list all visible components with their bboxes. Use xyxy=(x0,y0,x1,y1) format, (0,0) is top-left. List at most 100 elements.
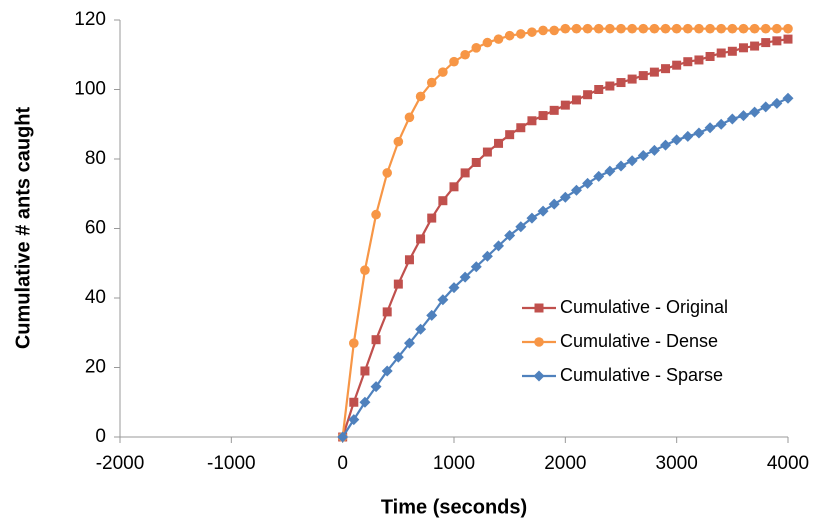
marker xyxy=(783,23,793,34)
marker xyxy=(571,23,582,34)
x-tick-label: -2000 xyxy=(96,453,145,474)
marker xyxy=(593,23,604,34)
marker xyxy=(615,160,627,172)
marker xyxy=(705,23,715,34)
marker xyxy=(449,56,459,67)
marker xyxy=(516,29,526,39)
series-line xyxy=(341,97,789,438)
marker xyxy=(471,157,481,167)
x-tick-label: 3000 xyxy=(656,453,698,474)
marker xyxy=(771,97,783,109)
marker xyxy=(534,337,544,347)
marker xyxy=(694,55,704,65)
marker xyxy=(504,30,515,41)
x-tick-label: 0 xyxy=(337,453,348,474)
marker xyxy=(593,170,605,182)
marker xyxy=(672,60,682,70)
x-axis-title: Time (seconds) xyxy=(381,496,527,518)
marker xyxy=(526,212,538,224)
marker xyxy=(716,23,726,34)
marker xyxy=(772,23,782,34)
marker xyxy=(460,49,470,60)
marker xyxy=(427,213,437,223)
marker xyxy=(760,23,771,34)
marker xyxy=(392,351,404,363)
marker xyxy=(694,23,704,34)
marker xyxy=(438,196,448,206)
y-tick-label: 100 xyxy=(74,79,106,100)
marker xyxy=(527,116,537,126)
marker xyxy=(727,23,738,34)
marker xyxy=(538,25,548,36)
y-tick-label: 60 xyxy=(85,218,106,239)
marker xyxy=(682,130,694,142)
marker xyxy=(693,127,705,139)
marker xyxy=(583,90,593,100)
marker xyxy=(449,182,459,192)
marker xyxy=(403,337,415,349)
marker xyxy=(515,221,527,233)
marker xyxy=(460,168,470,178)
marker xyxy=(638,23,649,34)
marker xyxy=(715,118,727,130)
marker xyxy=(482,147,492,157)
marker xyxy=(738,23,749,34)
marker xyxy=(415,91,426,102)
marker xyxy=(494,138,504,148)
marker xyxy=(772,36,782,46)
marker xyxy=(727,46,737,56)
marker xyxy=(349,338,359,348)
marker xyxy=(749,23,760,34)
marker xyxy=(570,184,582,196)
legend-label: Cumulative - Sparse xyxy=(560,365,723,385)
marker xyxy=(549,25,559,36)
marker xyxy=(382,307,392,317)
marker xyxy=(537,205,549,217)
marker xyxy=(704,122,716,134)
marker xyxy=(749,106,761,118)
marker xyxy=(348,414,360,426)
marker xyxy=(683,23,693,34)
marker xyxy=(548,198,560,210)
marker xyxy=(604,165,616,177)
marker xyxy=(683,57,693,67)
marker xyxy=(783,34,793,44)
marker xyxy=(481,250,493,262)
marker xyxy=(549,105,559,115)
marker xyxy=(527,27,537,37)
marker xyxy=(626,155,638,167)
marker xyxy=(437,294,449,306)
y-tick-label: 40 xyxy=(85,287,106,308)
marker xyxy=(404,255,414,265)
marker xyxy=(616,78,626,88)
marker xyxy=(649,23,660,34)
marker xyxy=(393,279,403,289)
y-tick-label: 20 xyxy=(85,357,106,378)
marker xyxy=(505,130,515,140)
y-tick-label: 0 xyxy=(95,426,106,447)
marker xyxy=(738,43,748,53)
marker xyxy=(726,113,738,125)
marker xyxy=(560,23,571,34)
marker xyxy=(750,41,760,51)
marker xyxy=(627,23,637,34)
marker xyxy=(716,48,726,58)
marker xyxy=(493,34,504,44)
marker xyxy=(426,309,438,321)
marker xyxy=(381,365,393,377)
marker xyxy=(470,261,482,273)
legend: Cumulative - Original Cumulative - Dense C… xyxy=(522,297,728,385)
legend-label: Cumulative - Dense xyxy=(560,331,718,351)
marker xyxy=(516,123,526,133)
x-tick-label: 1000 xyxy=(433,453,475,474)
marker xyxy=(627,74,637,84)
marker xyxy=(638,71,648,81)
marker xyxy=(504,229,516,241)
marker xyxy=(559,191,571,203)
y-axis-title: Cumulative # ants caught xyxy=(12,107,34,350)
marker xyxy=(782,92,794,104)
marker xyxy=(482,37,493,48)
marker xyxy=(605,81,615,91)
marker xyxy=(416,234,426,244)
